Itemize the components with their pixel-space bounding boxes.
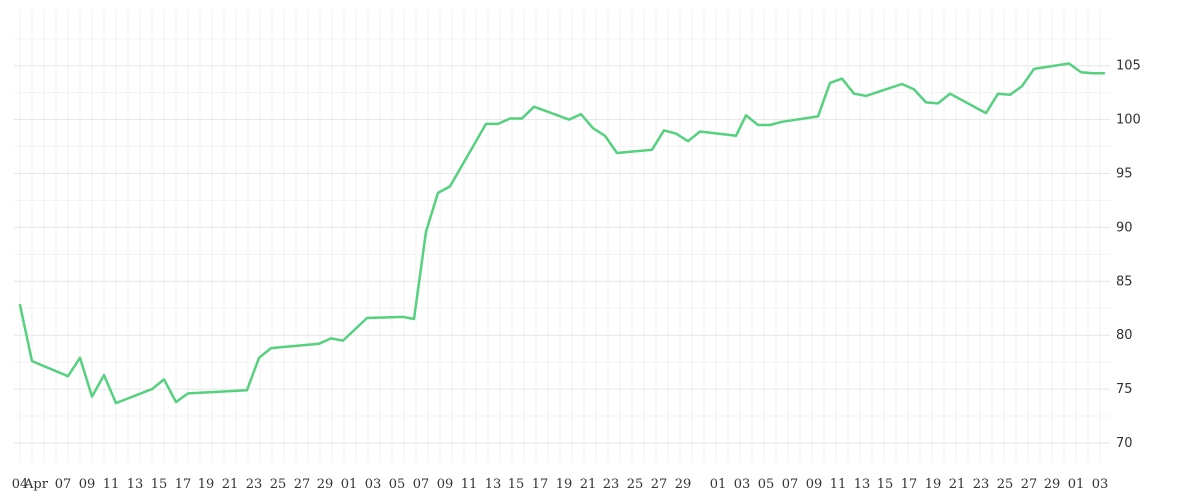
y-tick-label: 100 xyxy=(1116,113,1141,128)
x-tick-label: 21 xyxy=(222,477,239,492)
x-tick-label: 09 xyxy=(806,477,823,492)
x-tick-label: 17 xyxy=(175,477,192,492)
x-tick-label: 04 xyxy=(12,477,29,492)
x-tick-label: 13 xyxy=(127,477,144,492)
x-tick-label: 27 xyxy=(651,477,668,492)
x-tick-label: 11 xyxy=(461,477,478,492)
x-tick-label: 21 xyxy=(580,477,597,492)
x-tick-label: 21 xyxy=(949,477,966,492)
x-tick-label: 05 xyxy=(758,477,775,492)
y-tick-label: 105 xyxy=(1116,59,1141,74)
y-tick-label: 75 xyxy=(1116,382,1133,397)
x-tick-label: 01 xyxy=(710,477,727,492)
x-tick-label: 01 xyxy=(341,477,358,492)
y-tick-label: 90 xyxy=(1116,220,1133,235)
y-tick-label: 70 xyxy=(1116,436,1133,451)
x-tick-label: 05 xyxy=(389,477,406,492)
x-tick-label: 07 xyxy=(413,477,430,492)
x-tick-label: 19 xyxy=(925,477,942,492)
horizontal-grid xyxy=(14,38,1110,444)
x-tick-label: 13 xyxy=(485,477,502,492)
x-tick-label: 27 xyxy=(1021,477,1038,492)
vertical-grid xyxy=(19,10,1101,462)
x-tick-label: 25 xyxy=(627,477,644,492)
x-tick-label: 03 xyxy=(1092,477,1109,492)
x-tick-label: 17 xyxy=(532,477,549,492)
x-tick-label: 03 xyxy=(734,477,751,492)
x-tick-label: 15 xyxy=(508,477,525,492)
x-tick-label: 23 xyxy=(246,477,263,492)
x-tick-label: 15 xyxy=(151,477,168,492)
x-tick-label: 23 xyxy=(973,477,990,492)
x-tick-label: 01 xyxy=(1068,477,1085,492)
x-tick-label: 03 xyxy=(365,477,382,492)
x-tick-label: 25 xyxy=(997,477,1014,492)
x-tick-label: 11 xyxy=(103,477,120,492)
x-tick-label: 29 xyxy=(1044,477,1061,492)
y-axis-ticks: 70 75 80 85 90 95 100 105 xyxy=(1116,59,1141,451)
x-tick-label: 17 xyxy=(901,477,918,492)
x-tick-label: 29 xyxy=(317,477,334,492)
x-tick-label: 23 xyxy=(603,477,620,492)
x-tick-label: 19 xyxy=(556,477,573,492)
y-tick-label: 80 xyxy=(1116,328,1133,343)
x-tick-label: 29 xyxy=(675,477,692,492)
x-tick-label: 13 xyxy=(854,477,871,492)
x-tick-label: Apr xyxy=(23,477,49,492)
x-tick-label: 25 xyxy=(270,477,287,492)
x-tick-label: 15 xyxy=(877,477,894,492)
x-tick-label: 09 xyxy=(79,477,96,492)
x-tick-label: 07 xyxy=(782,477,799,492)
x-tick-label: 09 xyxy=(437,477,454,492)
y-tick-label: 85 xyxy=(1116,274,1133,289)
series-line xyxy=(18,62,1106,405)
x-tick-label: 07 xyxy=(55,477,72,492)
y-tick-label: 95 xyxy=(1116,167,1133,182)
x-tick-label: 19 xyxy=(198,477,215,492)
x-tick-label: 27 xyxy=(294,477,311,492)
x-tick-label: 11 xyxy=(830,477,847,492)
